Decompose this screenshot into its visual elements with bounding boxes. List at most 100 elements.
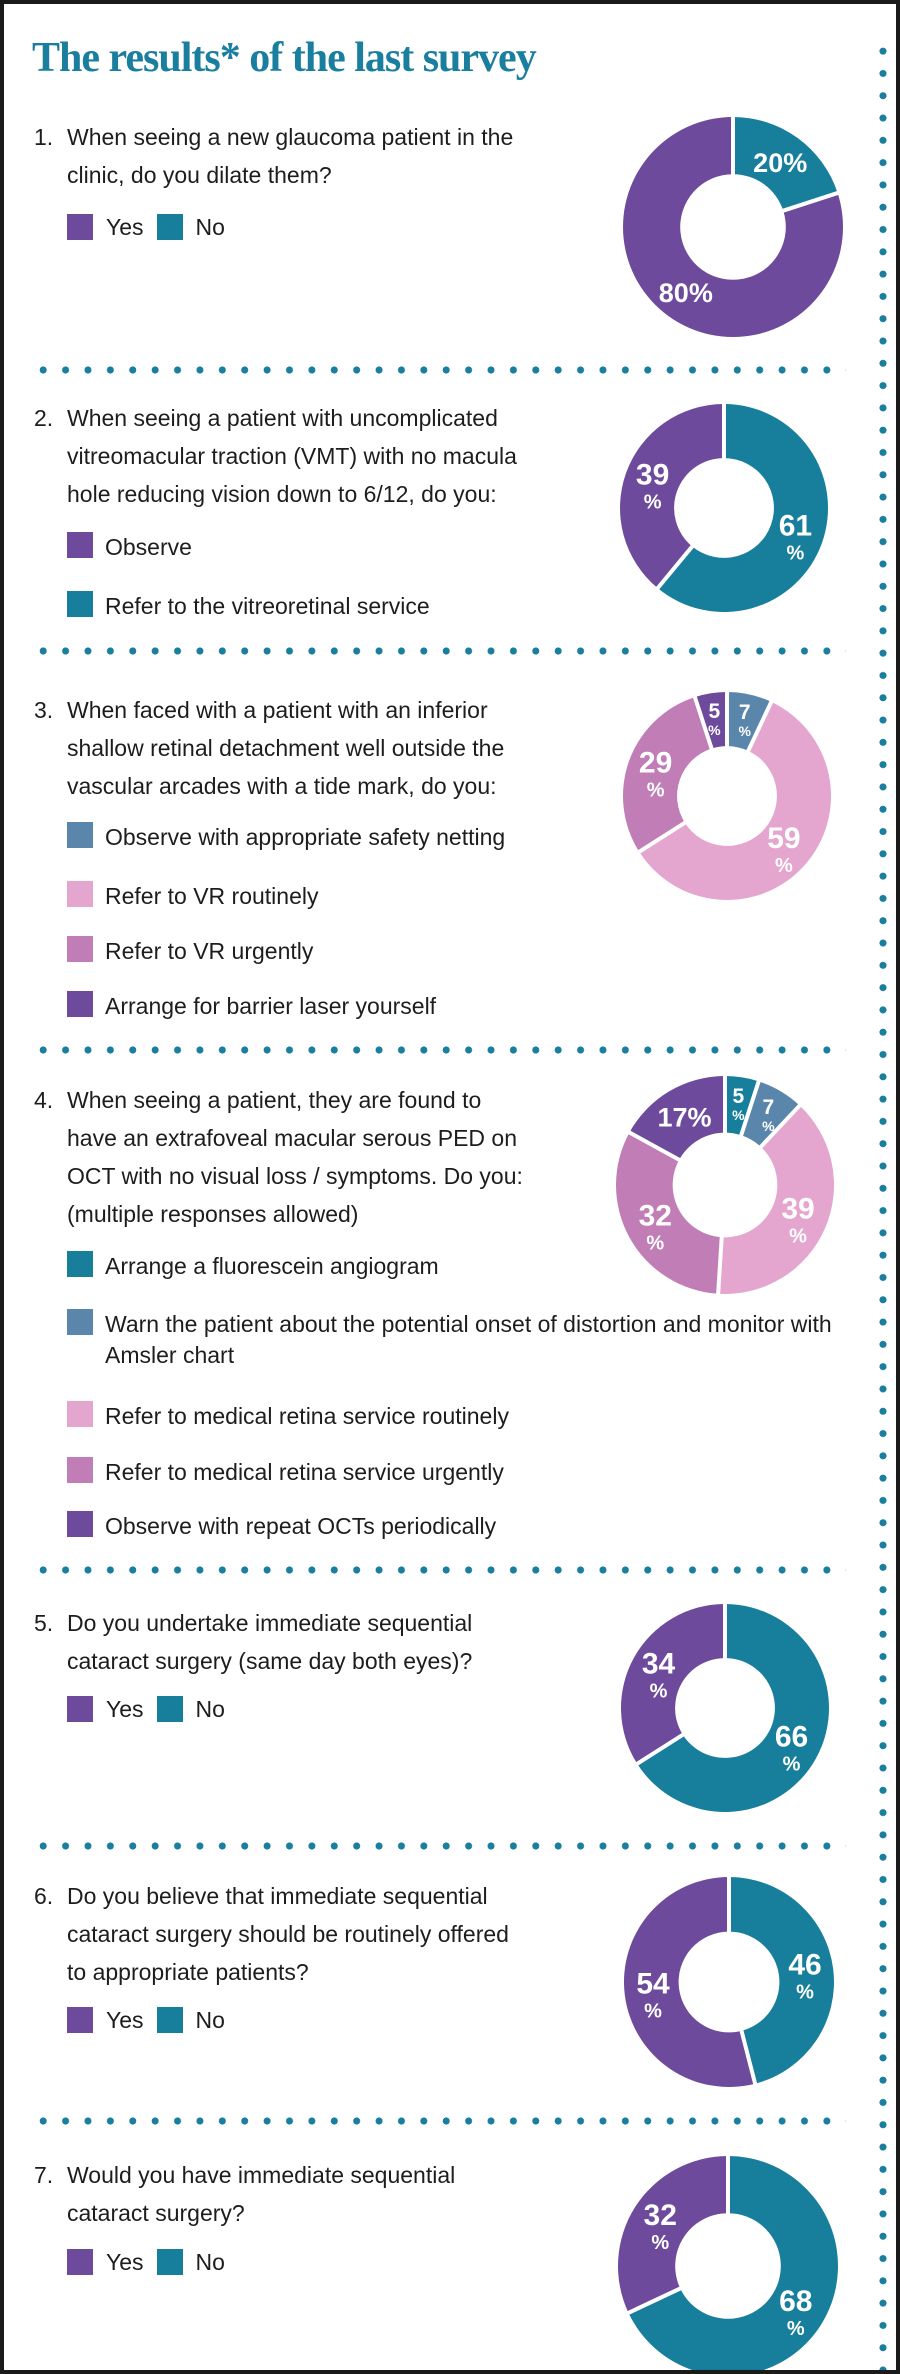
legend-item: Observe with appropriate safety netting [67, 822, 505, 853]
question-text-line: When faced with a patient with an inferi… [67, 697, 488, 723]
question-text: When faced with a patient with an inferi… [67, 691, 612, 805]
slice-boundary [739, 2028, 758, 2086]
legend-label: Yes [106, 2007, 144, 2033]
slice-boundary [626, 2285, 683, 2316]
chart-legend: Yes No [67, 2249, 225, 2275]
slice-boundary [780, 190, 840, 214]
donut-slice-purple [617, 2156, 728, 2313]
slice-label-number: 34 [642, 1647, 676, 1680]
question-number: 3. [34, 697, 54, 723]
chart-legend: Yes No [67, 1696, 225, 1722]
question-text-line: OCT with no visual loss / symptoms. Do y… [67, 1163, 523, 1189]
question-text-line: Do you undertake immediate sequential [67, 1610, 473, 1636]
donut-slice-teal [628, 2156, 838, 2370]
slice-boundary [692, 695, 715, 752]
legend-swatch-purple [67, 2007, 93, 2033]
donut-slice-purple [623, 1877, 756, 2087]
legend-swatch-teal [156, 1696, 183, 1722]
legend-swatch-purple [67, 214, 93, 240]
legend-item: Observe [67, 532, 192, 563]
slice-boundary [637, 819, 688, 854]
question-number: 5. [34, 1610, 54, 1636]
slice-label: 32% [644, 2199, 677, 2254]
slice-label-number: 32 [644, 2199, 677, 2232]
legend-swatch-teal [67, 591, 93, 617]
legend-label: Refer to VR routinely [105, 883, 319, 909]
slice-label-percent: % [647, 779, 665, 801]
slice-label-percent: % [796, 1981, 814, 2003]
legend-label: Refer to VR urgently [105, 938, 314, 964]
slice-label-number: 7 [739, 701, 751, 724]
question-text-line: vitreomacular traction (VMT) with no mac… [67, 443, 517, 469]
donut-chart: 7 %59 %29 %5% [622, 691, 831, 901]
donut-chart: 46 %54% [623, 1876, 834, 2087]
legend-swatch-purple [67, 2249, 93, 2275]
slice-label-number: 59 [767, 822, 800, 855]
question-text: When seeing a patient with uncomplicated… [67, 399, 612, 513]
slice-boundary [738, 1079, 761, 1138]
legend-swatch-purple [67, 991, 93, 1017]
dotted-separator [32, 1566, 846, 1574]
slice-label: 46% [788, 1948, 821, 2003]
question-text-line: cataract surgery? [67, 2200, 245, 2226]
legend-swatch-steel_blue [67, 822, 93, 848]
page-title: The results* of the last survey [32, 35, 537, 81]
question-text-line: to appropriate patients? [67, 1959, 309, 1985]
slice-label: 5% [732, 1085, 745, 1123]
legend-label: Refer to the vitreoretinal service [105, 593, 430, 619]
legend-label: Yes [106, 1696, 144, 1722]
slice-label-number: 5 [708, 700, 720, 723]
question-text-line: Would you have immediate sequential [67, 2162, 456, 2188]
legend-label: No [195, 2249, 225, 2275]
dotted-separator [32, 1046, 846, 1054]
legend-item: Refer to the vitreoretinal service [67, 591, 430, 622]
slice-label-percent: % [644, 491, 662, 513]
slice-boundary [635, 1731, 686, 1766]
question-text: Do you undertake immediate sequential cat… [67, 1604, 612, 1680]
legend-swatch-light_pink [67, 1401, 93, 1427]
legend-label: Yes [106, 214, 144, 240]
slice-label: 80% [659, 278, 713, 308]
donut-slice-orchid [622, 697, 712, 852]
chart-legend: Yes No [67, 2007, 225, 2033]
slice-label-percent: % [732, 1107, 745, 1123]
slice-label-number: 7 [762, 1096, 774, 1119]
donut-chart: 20% 80% [623, 116, 844, 337]
legend-label: Arrange for barrier laser yourself [105, 993, 437, 1019]
legend-item: Observe with repeat OCTs periodically [67, 1511, 496, 1542]
donut-slice-teal [637, 1604, 829, 1812]
slice-label: 7% [762, 1096, 775, 1134]
slice-label: 66% [775, 1721, 808, 1776]
legend-label: Observe with repeat OCTs periodically [105, 1513, 497, 1539]
slice-boundary [716, 1235, 724, 1295]
question-text-line: cataract surgery (same day both eyes)? [67, 1648, 473, 1674]
donut-chart: 61 %39% [620, 403, 829, 612]
slice-label-number: 32 [639, 1199, 672, 1232]
legend-label: No [195, 214, 225, 240]
legend-item: Refer to VR urgently [67, 936, 313, 967]
donut-chart: 68 %32% [617, 2155, 838, 2370]
slice-label-percent: % [789, 1226, 807, 1248]
donut-slice-purple [694, 692, 727, 749]
legend-swatch-steel_blue [67, 1309, 93, 1335]
slice-label-percent: % [738, 723, 751, 739]
donut-slice-steel_blue [741, 1081, 800, 1147]
donut-slice-purple [620, 404, 724, 589]
slice-label-percent: % [646, 1232, 664, 1254]
slice-label-percent: % [762, 1118, 775, 1134]
slice-label-percent: % [651, 2232, 669, 2254]
slice-label-percent: % [650, 1680, 668, 1702]
legend-label: Arrange a fluorescein angiogram [105, 1253, 439, 1279]
question-text-line: have an extrafoveal macular serous PED o… [67, 1125, 518, 1151]
donut-slice-teal [657, 404, 829, 612]
slice-label-percent: % [644, 2001, 662, 2023]
legend-item: Refer to VR routinely [67, 881, 318, 912]
slice-label-number: 46 [788, 1948, 821, 1981]
question-number: 2. [34, 405, 54, 431]
donut-slice-steel_blue [727, 692, 772, 751]
slice-label: 59% [767, 822, 800, 877]
dotted-separator [32, 366, 846, 374]
donut-slice-teal [725, 1076, 759, 1136]
slice-label: 39% [636, 458, 669, 513]
